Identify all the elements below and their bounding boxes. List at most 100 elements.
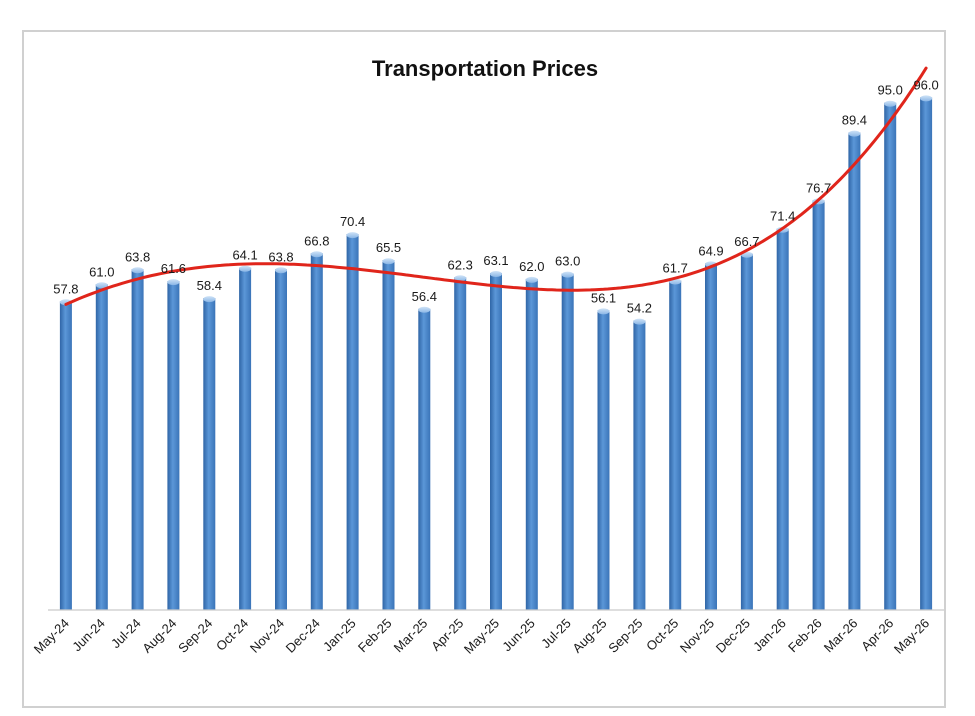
x-tick-May-24: May-24 <box>31 616 72 657</box>
x-tick-Jul-25: Jul-25 <box>538 616 574 652</box>
data-label-May-25: 63.1 <box>483 253 508 268</box>
bar-Dec-25 <box>740 253 753 611</box>
bar-Feb-25 <box>382 260 395 610</box>
chart-frame: Transportation Prices 57.8 61.0 63.8 61.6 58… <box>22 30 946 708</box>
bar-Mar-25 <box>418 308 431 610</box>
bar-cap-Apr-26 <box>884 100 897 107</box>
x-tick-Jun-25: Jun-25 <box>499 616 538 655</box>
x-tick-Feb-26: Feb-26 <box>785 616 825 656</box>
data-label-Jul-24: 63.8 <box>125 249 150 264</box>
x-tick-May-26: May-26 <box>891 616 932 657</box>
bar-Feb-26 <box>812 200 825 610</box>
bar-cap-Aug-25 <box>597 308 610 315</box>
x-tick-Jun-24: Jun-24 <box>69 616 108 655</box>
data-label-Apr-26: 95.0 <box>878 83 903 98</box>
data-label-Nov-25: 64.9 <box>698 243 723 258</box>
bar-Mar-26 <box>848 132 861 610</box>
bar-Jun-24 <box>95 284 108 610</box>
bar-Sep-25 <box>633 320 646 610</box>
bar-cap-Feb-25 <box>382 258 395 265</box>
trendline <box>64 66 928 306</box>
bar-Dec-24 <box>310 253 323 611</box>
bars-group <box>59 95 933 611</box>
bar-cap-Oct-24 <box>239 265 252 272</box>
data-label-Jun-25: 62.0 <box>519 259 544 274</box>
bar-cap-Nov-24 <box>275 267 287 274</box>
data-label-Mar-26: 89.4 <box>842 113 867 128</box>
x-tick-Feb-25: Feb-25 <box>355 616 395 656</box>
data-label-Oct-24: 64.1 <box>232 248 257 263</box>
data-label-May-24: 57.8 <box>53 281 78 296</box>
data-label-Jul-25: 63.0 <box>555 254 580 269</box>
data-label-Sep-24: 58.4 <box>197 278 222 293</box>
bar-May-25 <box>490 273 502 610</box>
bar-cap-Jul-24 <box>131 267 144 274</box>
bar-cap-Apr-25 <box>454 275 467 282</box>
data-labels-group: 57.8 61.0 63.8 61.6 58.4 64.1 63.8 66.8 70.4 65.5… <box>53 77 939 315</box>
bar-cap-May-25 <box>490 271 502 277</box>
x-tick-Apr-25: Apr-25 <box>428 616 466 654</box>
chart-title: Transportation Prices <box>372 56 598 81</box>
bar-cap-Sep-24 <box>203 296 216 303</box>
data-label-Feb-26: 76.7 <box>806 180 831 195</box>
bar-Nov-24 <box>275 269 287 610</box>
x-tick-Aug-25: Aug-25 <box>569 616 609 656</box>
data-label-Jun-24: 61.0 <box>89 264 114 279</box>
x-tick-Apr-26: Apr-26 <box>858 616 896 654</box>
data-label-Apr-25: 62.3 <box>448 257 473 272</box>
bar-Jan-25 <box>346 234 359 610</box>
data-label-Sep-25: 54.2 <box>627 301 652 316</box>
bar-May-24 <box>59 301 72 610</box>
data-label-May-26: 96.0 <box>913 77 938 92</box>
bar-cap-Aug-24 <box>167 279 180 286</box>
bar-cap-Jun-25 <box>525 276 538 283</box>
x-tick-Dec-24: Dec-24 <box>283 616 323 656</box>
data-label-Aug-25: 56.1 <box>591 290 616 305</box>
bar-May-26 <box>920 97 933 610</box>
x-tick-Aug-24: Aug-24 <box>139 616 179 656</box>
x-tick-Mar-26: Mar-26 <box>821 616 861 656</box>
bar-Nov-25 <box>705 263 717 610</box>
bar-Aug-25 <box>597 310 610 610</box>
x-tick-Jan-26: Jan-26 <box>750 616 789 655</box>
data-label-Nov-24: 63.8 <box>268 249 293 264</box>
x-tick-Nov-24: Nov-24 <box>247 616 287 656</box>
bar-cap-Jun-24 <box>95 282 108 289</box>
data-label-Dec-24: 66.8 <box>304 233 329 248</box>
bar-Jul-25 <box>561 273 574 610</box>
x-tick-Jan-25: Jan-25 <box>320 616 359 655</box>
bar-Aug-24 <box>167 281 180 610</box>
bar-cap-Dec-24 <box>310 251 323 258</box>
data-label-Dec-25: 66.7 <box>734 234 759 249</box>
bar-Sep-24 <box>203 298 216 610</box>
x-tick-Mar-25: Mar-25 <box>391 616 431 656</box>
x-tick-Nov-25: Nov-25 <box>677 616 717 656</box>
bar-cap-Mar-25 <box>418 306 431 313</box>
data-label-Feb-25: 65.5 <box>376 240 401 255</box>
x-tick-Oct-25: Oct-25 <box>643 616 681 654</box>
bar-Apr-25 <box>454 277 467 610</box>
x-tick-Dec-25: Dec-25 <box>713 616 753 656</box>
bar-Apr-26 <box>884 102 897 610</box>
data-label-Aug-24: 61.6 <box>161 261 186 276</box>
x-tick-Oct-24: Oct-24 <box>213 616 251 654</box>
bar-chart: Transportation Prices 57.8 61.0 63.8 61.6 58… <box>31 56 944 657</box>
data-label-Jan-26: 71.4 <box>770 209 795 224</box>
x-tick-Sep-25: Sep-25 <box>605 616 645 656</box>
bar-Jul-24 <box>131 269 144 610</box>
bar-Jun-25 <box>525 278 538 610</box>
x-tick-Jul-24: Jul-24 <box>108 616 144 652</box>
data-label-Oct-25: 61.7 <box>663 261 688 276</box>
bar-cap-May-26 <box>920 95 933 102</box>
bar-Oct-25 <box>669 280 682 610</box>
x-tick-Sep-24: Sep-24 <box>175 616 215 656</box>
data-label-Mar-25: 56.4 <box>412 289 437 304</box>
bar-cap-Mar-26 <box>848 130 861 137</box>
bar-cap-Jan-25 <box>346 232 359 239</box>
bar-Oct-24 <box>239 267 252 610</box>
bar-cap-Sep-25 <box>633 318 646 325</box>
data-label-Jan-25: 70.4 <box>340 214 365 229</box>
bar-cap-Jul-25 <box>561 271 574 278</box>
bar-Jan-26 <box>776 228 789 610</box>
